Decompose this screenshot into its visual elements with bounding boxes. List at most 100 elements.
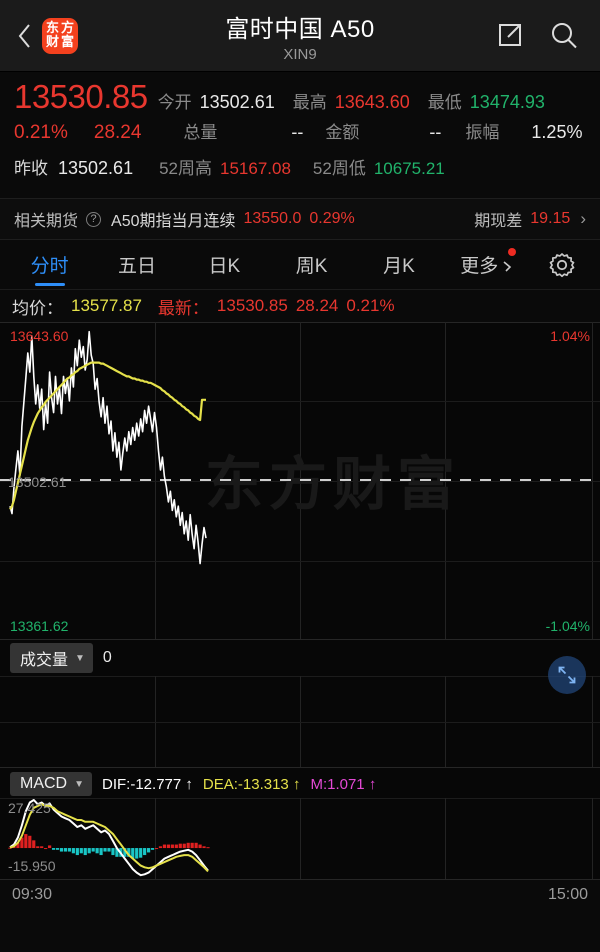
tab-label: 日K <box>208 256 241 277</box>
chevron-right-icon[interactable]: › <box>580 209 586 228</box>
time-axis: 09:30 15:00 <box>0 880 600 910</box>
tab-monthly-k[interactable]: 月K <box>355 240 442 289</box>
high-label: 最高 <box>292 93 327 112</box>
logo-char-4: 富 <box>60 34 74 50</box>
low-label: 最低 <box>427 93 462 112</box>
tab-intraday[interactable]: 分时 <box>6 240 93 289</box>
gear-icon <box>549 252 575 277</box>
page-title: 富时中国 A50 <box>225 16 375 43</box>
chart-area: 东方财富 13643.60 1.04% 13502.61 13361.62 -1… <box>0 322 600 910</box>
futures-contract-name: A50期指当月连续 <box>111 213 236 230</box>
back-button[interactable] <box>8 22 42 50</box>
macd-indicator-selector[interactable]: MACD ▼ <box>10 772 93 796</box>
macd-dea-value: DEA:-13.313 ↑ <box>202 775 301 793</box>
chart-settings-button[interactable] <box>530 240 594 289</box>
volume-value: 0 <box>102 649 112 666</box>
futures-change-pct: 0.29% <box>309 210 355 227</box>
open-label: 今开 <box>157 93 192 112</box>
tab-label: 更多 <box>460 256 499 277</box>
price-axis-mid-value: 13502.61 <box>8 474 67 490</box>
logo-char-2: 方 <box>60 20 74 36</box>
price-line-chart <box>0 330 600 565</box>
last-price: 13530.85 <box>14 78 148 115</box>
basis-label: 期现差 <box>474 213 523 230</box>
tab-label: 五日 <box>117 256 156 277</box>
quote-panel: 13530.85 今开 13502.61 最高 13643.60 最低 1347… <box>0 72 600 198</box>
chevron-down-icon: ▼ <box>75 652 85 664</box>
volume-label: 总量 <box>183 123 218 142</box>
avg-price-label: 均价： <box>12 298 63 318</box>
chart-info-bar: 均价： 13577.87 最新： 13530.85 28.24 0.21% <box>0 290 600 322</box>
week52-high-value: 15167.08 <box>220 159 291 178</box>
search-icon <box>552 22 577 48</box>
expand-arrows-icon <box>558 666 576 684</box>
macd-axis-bottom-value: -15.950 <box>8 858 56 874</box>
tab-label: 周K <box>295 256 328 277</box>
latest-change-abs: 28.24 <box>295 296 339 315</box>
tab-label: 月K <box>383 256 415 277</box>
futures-price: 13550.0 <box>243 210 302 227</box>
avg-price-value: 13577.87 <box>71 296 142 315</box>
question-mark-icon[interactable]: ? <box>86 211 102 227</box>
macd-line-chart <box>8 799 210 877</box>
macd-dif-value: DIF:-12.777 ↑ <box>102 775 193 793</box>
brand-logo[interactable]: 东 方 财 富 <box>42 17 78 54</box>
volume-chart-panel[interactable]: 成交量 ▼ 0 <box>0 640 600 768</box>
high-value: 13643.60 <box>334 92 410 112</box>
header-actions <box>494 20 600 52</box>
prev-close-label: 昨收 <box>14 159 48 178</box>
macd-chip-label: MACD <box>20 775 68 792</box>
macd-m-value: M:1.071 ↑ <box>310 775 377 793</box>
open-value: 13502.61 <box>199 92 275 112</box>
price-axis-top-value: 13643.60 <box>10 328 69 344</box>
tab-label: 分时 <box>30 256 69 277</box>
related-futures-label: 相关期货 <box>14 213 79 230</box>
volume-chip-label: 成交量 <box>20 652 69 669</box>
price-axis-bottom-pct: -1.04% <box>545 618 590 634</box>
quote-row-primary: 13530.85 今开 13502.61 最高 13643.60 最低 1347… <box>14 78 586 118</box>
week52-low-label: 52周低 <box>312 159 366 178</box>
time-axis-start: 09:30 <box>12 886 53 903</box>
basis-value: 19.15 <box>530 210 571 227</box>
amplitude-value: 1.25% <box>531 122 583 142</box>
price-axis-top-pct: 1.04% <box>550 328 590 344</box>
price-chart-panel[interactable]: 东方财富 13643.60 1.04% 13502.61 13361.62 -1… <box>0 322 600 640</box>
page-subtitle: XIN9 <box>283 46 317 63</box>
volume-indicator-selector[interactable]: 成交量 ▼ <box>10 643 93 673</box>
latest-change-pct: 0.21% <box>346 296 395 315</box>
quote-row-tertiary: 昨收 13502.61 52周高 15167.08 52周低 10675.21 <box>14 154 586 190</box>
amount-label: 金额 <box>325 123 360 142</box>
tab-daily-k[interactable]: 日K <box>181 240 268 289</box>
low-value: 13474.93 <box>469 92 545 112</box>
chevron-down-icon: ▼ <box>74 778 85 790</box>
macd-axis-top-value: 27.425 <box>8 800 51 816</box>
chevron-down-small-icon <box>503 260 512 272</box>
volume-value: -- <box>291 122 304 142</box>
time-axis-end: 15:00 <box>547 886 588 903</box>
search-button[interactable] <box>548 20 580 52</box>
app-header: 东 方 财 富 富时中国 A50 XIN9 <box>0 0 600 72</box>
macd-header: MACD ▼ DIF:-12.777 ↑ DEA:-13.313 ↑ M:1.0… <box>0 770 376 798</box>
notification-dot-icon <box>508 248 517 256</box>
latest-price-label: 最新： <box>157 298 209 318</box>
quote-row-secondary: 0.21% 28.24 总量 -- 金额 -- 振幅 1.25% <box>14 118 586 154</box>
change-percent: 0.21% <box>14 122 68 143</box>
tab-weekly-k[interactable]: 周K <box>268 240 355 289</box>
external-link-icon <box>499 23 521 46</box>
price-axis-bottom-value: 13361.62 <box>10 618 69 634</box>
macd-chart-panel[interactable]: MACD ▼ DIF:-12.777 ↑ DEA:-13.313 ↑ M:1.0… <box>0 768 600 880</box>
change-absolute: 28.24 <box>93 122 142 143</box>
latest-price-value: 13530.85 <box>216 296 288 315</box>
logo-char-3: 财 <box>45 34 59 50</box>
chevron-left-icon <box>18 23 30 48</box>
amplitude-label: 振幅 <box>465 123 500 142</box>
related-futures-row[interactable]: 相关期货 ? A50期指当月连续 13550.0 0.29% 期现差 19.15… <box>0 198 600 240</box>
share-button[interactable] <box>494 20 526 52</box>
chart-period-tabs: 分时 五日 日K 周K 月K 更多 <box>0 240 600 290</box>
fullscreen-chart-button[interactable] <box>548 656 586 694</box>
tab-five-day[interactable]: 五日 <box>93 240 180 289</box>
tab-more[interactable]: 更多 <box>443 240 530 289</box>
week52-low-value: 10675.21 <box>373 159 445 178</box>
week52-high-label: 52周高 <box>159 159 212 178</box>
